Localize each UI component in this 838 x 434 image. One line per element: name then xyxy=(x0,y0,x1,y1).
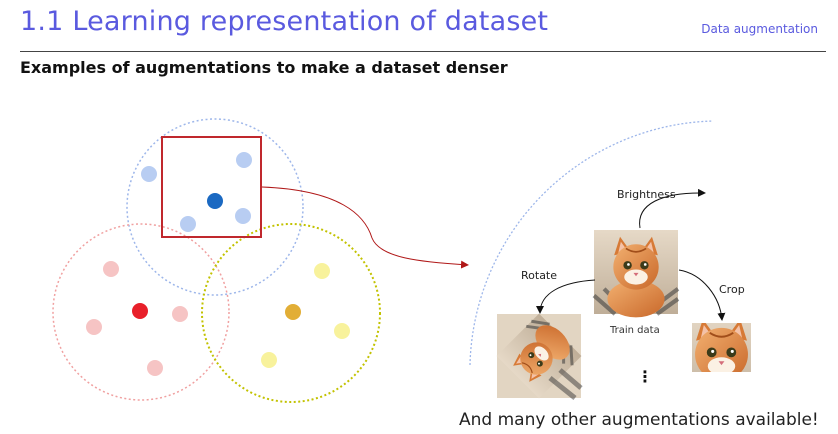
red-point xyxy=(172,306,188,322)
red-centroid-point xyxy=(132,303,148,319)
blue-centroid-point xyxy=(207,193,223,209)
yellow-centroid-point xyxy=(285,304,301,320)
rotate-label: Rotate xyxy=(521,269,557,282)
more-ellipsis: ⋮ xyxy=(637,367,653,386)
yellow-point xyxy=(334,323,350,339)
blue-point xyxy=(141,166,157,182)
yellow-cluster-circle xyxy=(201,223,381,403)
train-data-label: Train data xyxy=(609,325,660,336)
red-point xyxy=(147,360,163,376)
zoom-arc xyxy=(469,120,714,366)
title-divider xyxy=(20,51,826,52)
zoom-arrow xyxy=(261,186,469,269)
rotated-image xyxy=(495,310,585,400)
red-point xyxy=(86,319,102,335)
section-label: Data augmentation xyxy=(701,22,818,36)
train-data-image xyxy=(594,230,678,317)
red-point xyxy=(103,261,119,277)
yellow-point xyxy=(261,352,277,368)
zoom-highlight-box xyxy=(161,136,262,238)
page-subtitle: Examples of augmentations to make a data… xyxy=(20,58,508,77)
rotate-arrow xyxy=(536,279,596,314)
yellow-point xyxy=(314,263,330,279)
crop-label: Crop xyxy=(719,283,745,296)
crop-arrow xyxy=(678,269,726,321)
footer-caption: And many other augmentations available! xyxy=(459,410,819,430)
brightness-arrow xyxy=(639,188,706,229)
blue-point xyxy=(180,216,196,232)
cropped-image xyxy=(673,311,771,413)
blue-point xyxy=(236,152,252,168)
red-cluster-circle xyxy=(52,223,230,401)
brightness-label: Brightness xyxy=(617,188,676,201)
blue-point xyxy=(235,208,251,224)
blue-cluster-circle xyxy=(126,118,304,296)
page-title: 1.1 Learning representation of dataset xyxy=(20,6,549,37)
